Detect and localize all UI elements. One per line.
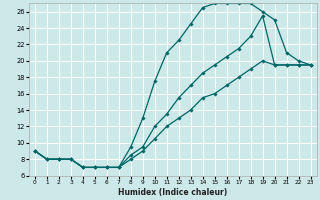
X-axis label: Humidex (Indice chaleur): Humidex (Indice chaleur): [118, 188, 227, 197]
